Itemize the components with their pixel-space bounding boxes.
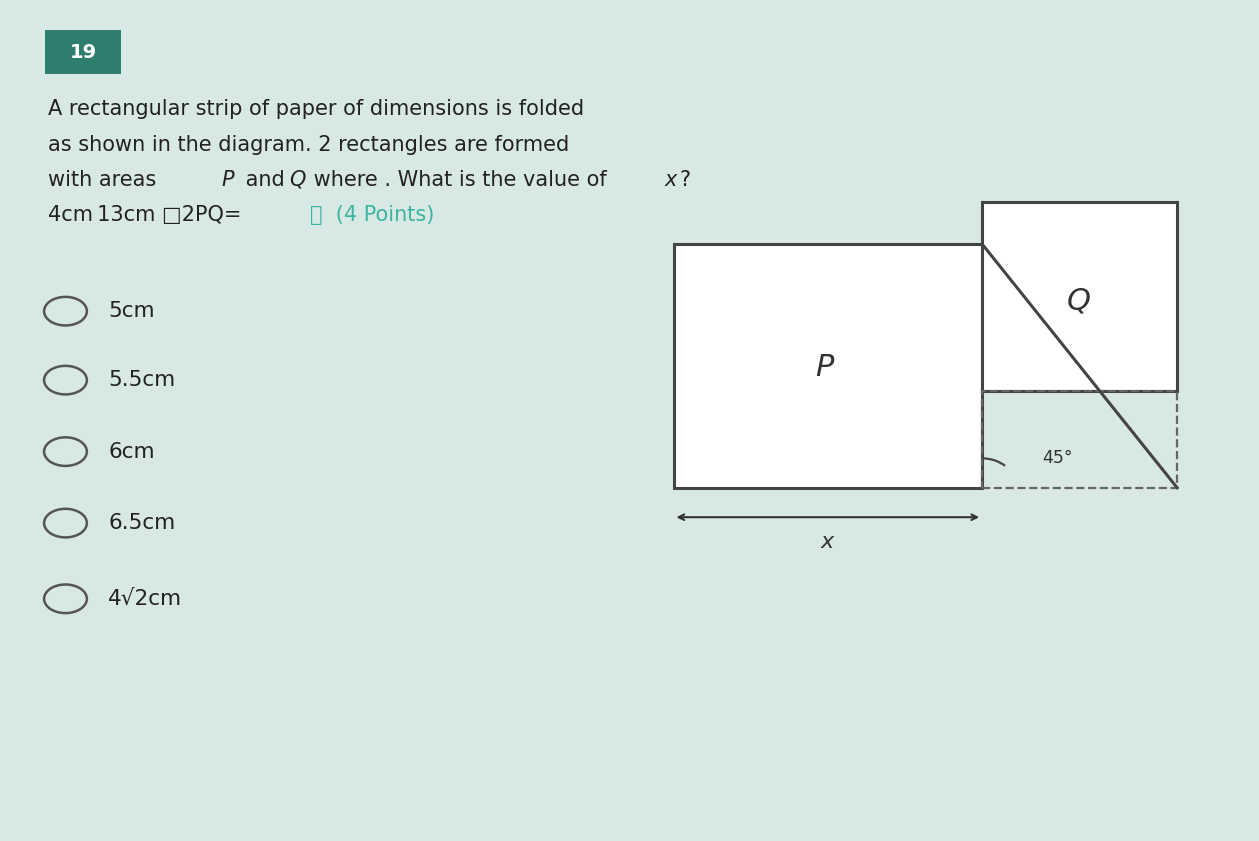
Text: 45°: 45° [1042, 449, 1073, 468]
Text: A rectangular strip of paper of dimensions is folded: A rectangular strip of paper of dimensio… [48, 99, 584, 119]
Text: P: P [222, 170, 234, 190]
Bar [674, 244, 982, 488]
Text: 4cm 13cm □2PQ=: 4cm 13cm □2PQ= [48, 205, 261, 225]
FancyBboxPatch shape [45, 30, 121, 74]
Text: Q: Q [1066, 287, 1092, 315]
Text: 6cm: 6cm [108, 442, 155, 462]
Text: 6.5cm: 6.5cm [108, 513, 175, 533]
Text: as shown in the diagram. 2 rectangles are formed: as shown in the diagram. 2 rectangles ar… [48, 135, 569, 155]
Text: where . What is the value of: where . What is the value of [307, 170, 613, 190]
Bar [982, 391, 1177, 488]
Text: and: and [239, 170, 292, 190]
Text: x: x [665, 170, 677, 190]
Text: Q: Q [290, 170, 306, 190]
Text: with areas: with areas [48, 170, 162, 190]
Text: 🔊  (4 Points): 🔊 (4 Points) [310, 205, 434, 225]
Text: 4√2cm: 4√2cm [108, 589, 183, 609]
Text: x: x [821, 532, 833, 553]
Bar [982, 202, 1177, 391]
Text: 5cm: 5cm [108, 301, 155, 321]
Text: 19: 19 [69, 43, 97, 61]
Text: 5.5cm: 5.5cm [108, 370, 175, 390]
Text: P: P [816, 353, 833, 382]
Text: ?: ? [680, 170, 691, 190]
